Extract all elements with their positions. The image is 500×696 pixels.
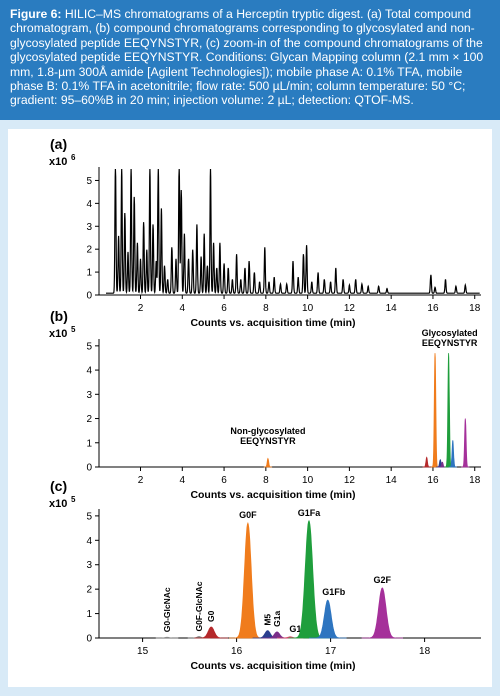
x-tick-label: 18 (419, 646, 431, 657)
chart-figure: (a) x10 6 0 1 2 3 4 5 2 4 6 8 10 12 14 16 18 Counts vs. ac… (8, 129, 492, 687)
annotation-1: Glycosylated (422, 328, 478, 338)
series-trace (106, 168, 480, 295)
x-axis-label: Counts vs. acquisition time (min) (190, 660, 355, 672)
caption-text: HILIC–MS chromatograms of a Herceptin tr… (10, 7, 484, 108)
x-tick-label: 14 (386, 475, 398, 486)
peak-G2F (461, 418, 470, 468)
x-tick-label: 2 (138, 303, 144, 314)
y-tick-label: 2 (86, 414, 92, 425)
y-tick-label: 0 (86, 463, 92, 474)
annotation-1: EEQYNSTYR (422, 338, 478, 348)
x-tick-label: 16 (427, 303, 439, 314)
x-tick-label: 10 (302, 475, 314, 486)
y-multiplier-exponent: 6 (71, 153, 76, 162)
y-tick-label: 4 (86, 199, 92, 210)
caption-label: Figure 6: (10, 7, 62, 21)
peak-label: G1a (272, 611, 282, 627)
y-multiplier: x10 (49, 328, 67, 340)
peak-G1Fa (444, 353, 453, 468)
peak-label: G0-GlcNAc (162, 587, 172, 632)
y-tick-label: 2 (86, 585, 92, 596)
x-tick-label: 6 (221, 303, 227, 314)
panel-label: (c) (50, 478, 67, 494)
x-tick-label: 15 (137, 646, 149, 657)
y-tick-label: 0 (86, 634, 92, 645)
x-tick-label: 12 (344, 475, 356, 486)
x-tick-label: 16 (231, 646, 243, 657)
peak-G0F (229, 522, 267, 639)
y-tick-label: 5 (86, 176, 92, 187)
x-tick-label: 8 (263, 303, 269, 314)
peak-G0F (430, 353, 440, 468)
peak-label: G2F (374, 575, 392, 585)
y-tick-label: 3 (86, 222, 92, 233)
x-tick-label: 12 (344, 303, 356, 314)
x-tick-label: 4 (180, 303, 186, 314)
peak-G0-GlcNAc (155, 636, 179, 639)
x-tick-label: 18 (469, 475, 481, 486)
peak-label: G1b (289, 624, 307, 634)
x-tick-label: 17 (325, 646, 337, 657)
y-tick-label: 1 (86, 609, 92, 620)
figure-caption: Figure 6: HILIC–MS chromatograms of a He… (0, 0, 500, 120)
peak-label: G1Fb (322, 587, 346, 597)
peak-label: M5 (263, 614, 273, 626)
y-tick-label: 0 (86, 291, 92, 302)
annotation-0: Non-glycosylated (230, 426, 305, 436)
x-tick-label: 16 (427, 475, 439, 486)
y-tick-label: 5 (86, 341, 92, 352)
peak-G2F (361, 587, 403, 639)
x-tick-label: 10 (302, 303, 314, 314)
y-tick-label: 3 (86, 390, 92, 401)
annotation-0: EEQYNSTYR (240, 436, 296, 446)
peak-label: G0 (206, 610, 216, 622)
x-tick-label: 14 (386, 303, 398, 314)
y-multiplier-exponent: 5 (71, 325, 76, 334)
panel-label: (a) (50, 136, 67, 152)
x-axis-label: Counts vs. acquisition time (min) (190, 489, 355, 501)
peak-G0 (422, 456, 431, 468)
x-tick-label: 6 (221, 475, 227, 486)
x-axis-label: Counts vs. acquisition time (min) (190, 317, 355, 329)
y-tick-label: 1 (86, 268, 92, 279)
y-tick-label: 2 (86, 245, 92, 256)
peak-label: G0F-GlcNAc (194, 581, 204, 631)
x-tick-label: 18 (469, 303, 481, 314)
x-tick-label: 4 (180, 475, 186, 486)
peak-label: G0F (239, 510, 257, 520)
y-tick-label: 4 (86, 366, 92, 377)
y-tick-label: 1 (86, 438, 92, 449)
peak-G1Fb (308, 599, 347, 639)
peak-G1Fb (448, 440, 457, 468)
peak-label: G1Fa (298, 508, 322, 518)
panel-label: (b) (50, 308, 68, 324)
peak-G0 (194, 626, 229, 639)
y-tick-label: 3 (86, 560, 92, 571)
y-multiplier-exponent: 5 (71, 495, 76, 504)
x-tick-label: 2 (138, 475, 144, 486)
y-tick-label: 5 (86, 511, 92, 522)
peak-Non-glycosylated (263, 457, 273, 468)
x-tick-label: 8 (263, 475, 269, 486)
y-multiplier: x10 (49, 498, 67, 510)
y-multiplier: x10 (49, 156, 67, 168)
y-tick-label: 4 (86, 536, 92, 547)
